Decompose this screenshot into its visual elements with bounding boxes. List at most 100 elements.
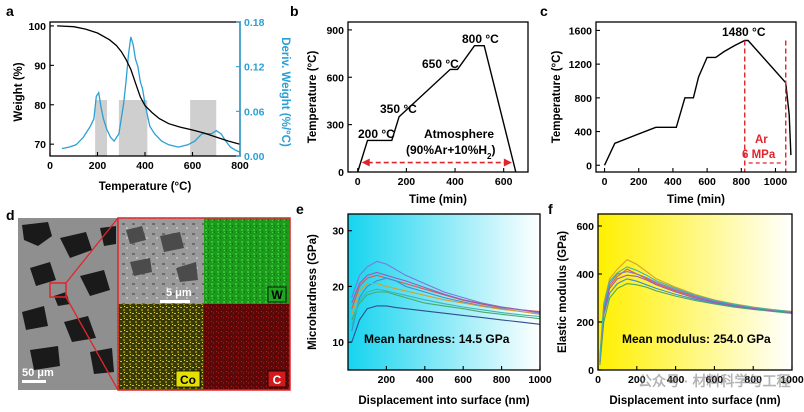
chart-b-xtick-label: 400 <box>446 176 464 188</box>
chart-b-annotation-atmosphere: Atmosphere <box>424 127 494 141</box>
chart-c-xtick-label: 400 <box>664 176 682 188</box>
panel-label-e: e <box>296 201 304 217</box>
chart-c-ytick-label: 0 <box>586 160 592 172</box>
panel-label-a: a <box>6 3 14 19</box>
chart-f: 0 200 400 600 800 1000 0 200 400 600 Displacement… <box>557 213 804 407</box>
chart-b-annotation-350: 350 °C <box>380 102 417 116</box>
scale-bar-small <box>160 300 190 303</box>
chart-f-xtick-label: 200 <box>628 374 646 386</box>
chart-e-curve <box>351 283 541 315</box>
chart-f-ytick-label: 0 <box>588 365 594 377</box>
chart-e-ytick-label: 20 <box>332 281 344 293</box>
scale-bar-large <box>22 380 46 383</box>
map-w-label: W <box>271 288 283 302</box>
chart-f-xtick-label: 600 <box>706 374 724 386</box>
chart-a-weight-line <box>57 25 241 145</box>
chart-b-annotation-gas: (90%Ar+10%H2) <box>406 143 496 161</box>
chart-b-xlabel: Time (min) <box>409 194 467 206</box>
map-w-tag <box>267 286 287 303</box>
chart-a-xtick-label: 200 <box>89 160 107 172</box>
micrograph-panel: 50 μm 5 μm W Co C <box>18 217 291 391</box>
panel-label-b: b <box>290 3 299 19</box>
chart-a-right-ytick-label: 0.06 <box>244 106 265 118</box>
chart-e-curve <box>351 305 541 343</box>
chart-f-frame <box>597 213 793 371</box>
zoom-line-bottom <box>65 296 119 391</box>
chart-a: 0 200 400 600 800 70 80 90 100 0.00 0.06 0.12 0.18 T… <box>13 17 291 193</box>
chart-c-annotation-pressure: 6 MPa <box>742 149 776 161</box>
chart-f-ytick-label: 600 <box>576 221 594 233</box>
chart-b-xtick-label: 200 <box>398 176 416 188</box>
map-c-label: C <box>273 373 282 387</box>
chart-e-curve <box>351 277 541 332</box>
sem-zoom-grains <box>126 226 198 282</box>
chart-c-ylabel: Temperature (°C) <box>551 51 563 144</box>
chart-b-xtick-label: 600 <box>495 176 513 188</box>
chart-c-ytick-label: 400 <box>574 127 592 139</box>
chart-a-xtick-label: 0 <box>47 160 53 172</box>
chart-a-shaded-range <box>95 100 107 156</box>
chart-e-ylabel: Microhardness (GPa) <box>307 234 319 350</box>
chart-a-right-ytick-label: 0.12 <box>244 62 265 74</box>
panel-label-c: c <box>540 3 548 19</box>
chart-e: 200 400 600 800 1000 10 20 30 Displacement into… <box>307 213 552 407</box>
chart-a-ytick-label: 90 <box>34 60 46 72</box>
chart-a-xtick-label: 400 <box>136 160 154 172</box>
map-co-label: Co <box>180 373 196 387</box>
chart-b: 0 200 400 600 0 300 600 900 Time (min) Temperat… <box>307 21 529 206</box>
chart-a-xlabel: Temperature (°C) <box>99 181 192 193</box>
chart-b-annotation-650: 650 °C <box>422 57 459 71</box>
scale-label-large: 50 μm <box>22 367 54 379</box>
chart-e-annotation: Mean hardness: 14.5 GPa <box>364 332 510 346</box>
panel-label-f: f <box>548 201 553 217</box>
chart-e-xtick-label: 400 <box>416 374 434 386</box>
chart-f-xlabel: Displacement into surface (nm) <box>609 395 780 407</box>
chart-f-ylabel: Elastic modulus (GPa) <box>557 231 569 353</box>
chart-e-curve <box>351 274 541 313</box>
chart-e-frame <box>347 213 541 371</box>
panel-label-d: d <box>6 207 15 223</box>
chart-c-xtick-label: 600 <box>698 176 716 188</box>
chart-a-xtick-label: 600 <box>184 160 202 172</box>
chart-f-annotation: Mean modulus: 254.0 GPa <box>622 332 771 346</box>
chart-f-curve <box>599 283 793 366</box>
chart-c: 0 200 400 600 800 1000 0 400 800 1200 1600 Time (m… <box>551 21 797 206</box>
map-c-tag <box>267 370 287 388</box>
chart-e-curve <box>351 291 541 321</box>
chart-e-xtick-label: 200 <box>378 374 396 386</box>
chart-c-annotation-ar: Ar <box>755 134 768 146</box>
chart-b-ytick-label: 900 <box>326 25 344 37</box>
chart-b-annotation-200: 200 °C <box>358 127 395 141</box>
zoom-line-top <box>65 217 119 284</box>
chart-b-ytick-label: 0 <box>338 167 344 179</box>
chart-f-xtick-label: 0 <box>595 374 601 386</box>
chart-c-xtick-label: 0 <box>602 176 608 188</box>
chart-b-arrowhead-right <box>503 158 512 167</box>
chart-c-ytick-label: 800 <box>574 93 592 105</box>
chart-e-xtick-label: 1000 <box>528 374 552 386</box>
chart-c-frame <box>595 21 797 173</box>
chart-a-ylabel: Weight (%) <box>13 62 25 121</box>
chart-a-deriv-line <box>61 36 241 153</box>
chart-e-xtick-label: 600 <box>454 374 472 386</box>
chart-c-xtick-label: 1000 <box>764 176 788 188</box>
chart-c-ytick-label: 1600 <box>569 25 593 37</box>
chart-b-arrowhead-left <box>361 158 370 167</box>
chart-e-xtick-label: 800 <box>493 374 511 386</box>
chart-a-xtick-label: 800 <box>231 160 249 172</box>
chart-a-shaded-range <box>118 100 148 156</box>
map-frame <box>117 217 291 391</box>
watermark: 公众号 · 材料科学与工程 <box>638 373 790 389</box>
chart-c-ytick-label: 1200 <box>569 59 593 71</box>
chart-b-frame <box>347 21 529 173</box>
chart-f-curve <box>599 274 793 362</box>
chart-b-annotation-800: 800 °C <box>462 32 499 46</box>
zoom-box <box>49 282 67 298</box>
chart-c-xtick-label: 200 <box>630 176 648 188</box>
chart-b-ylabel: Temperature (°C) <box>307 51 319 144</box>
map-co-tag <box>175 370 201 388</box>
chart-f-background <box>598 214 792 370</box>
chart-a-ytick-label: 80 <box>34 100 46 112</box>
chart-a-ytick-label: 100 <box>28 21 46 33</box>
